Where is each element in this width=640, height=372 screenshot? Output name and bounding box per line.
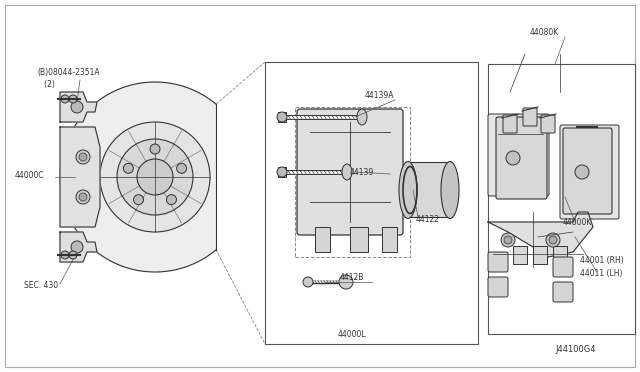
Polygon shape [278, 112, 286, 122]
Circle shape [575, 165, 589, 179]
Text: 44139: 44139 [350, 168, 374, 177]
Polygon shape [278, 167, 286, 177]
Ellipse shape [441, 161, 459, 218]
Text: 44080K: 44080K [530, 28, 559, 37]
Bar [350, 227, 368, 252]
Text: SEC. 430: SEC. 430 [24, 281, 58, 290]
Polygon shape [488, 212, 593, 257]
FancyBboxPatch shape [563, 128, 612, 214]
Text: J44100G4: J44100G4 [555, 345, 595, 354]
FancyBboxPatch shape [488, 252, 508, 272]
Circle shape [546, 233, 560, 247]
Circle shape [71, 101, 83, 113]
Text: (B)08044-2351A: (B)08044-2351A [37, 68, 100, 77]
Text: 44011 (LH): 44011 (LH) [580, 269, 623, 278]
Circle shape [61, 95, 69, 103]
Circle shape [124, 163, 133, 173]
Circle shape [71, 241, 83, 253]
Polygon shape [60, 127, 100, 227]
Text: 44000C: 44000C [15, 171, 45, 180]
Bar [295, 107, 410, 257]
Polygon shape [60, 82, 216, 272]
Ellipse shape [357, 109, 367, 125]
Text: (2): (2) [37, 80, 55, 89]
FancyBboxPatch shape [560, 125, 619, 219]
Bar [265, 62, 478, 344]
Circle shape [137, 159, 173, 195]
Circle shape [277, 167, 287, 177]
Circle shape [177, 163, 187, 173]
Polygon shape [60, 232, 97, 262]
Circle shape [549, 236, 557, 244]
Circle shape [339, 275, 353, 289]
FancyBboxPatch shape [297, 109, 403, 235]
Bar [315, 227, 330, 252]
Circle shape [506, 151, 520, 165]
Circle shape [303, 277, 313, 287]
Bar [408, 162, 450, 217]
Bar [382, 227, 397, 252]
FancyBboxPatch shape [541, 115, 555, 133]
FancyBboxPatch shape [553, 282, 573, 302]
Circle shape [76, 150, 90, 164]
Bar [513, 246, 527, 264]
Circle shape [166, 195, 177, 205]
Circle shape [69, 95, 77, 103]
Bar [488, 64, 635, 334]
Circle shape [79, 153, 87, 161]
Circle shape [134, 195, 143, 205]
Ellipse shape [342, 164, 352, 180]
FancyBboxPatch shape [553, 257, 573, 277]
FancyBboxPatch shape [496, 117, 547, 199]
Text: 4412B: 4412B [340, 273, 364, 282]
Circle shape [117, 139, 193, 215]
FancyBboxPatch shape [503, 115, 517, 133]
Circle shape [61, 251, 69, 259]
Text: 44000L: 44000L [338, 330, 367, 339]
Circle shape [79, 193, 87, 201]
Circle shape [100, 122, 210, 232]
Circle shape [504, 236, 512, 244]
Text: 44000K: 44000K [563, 218, 593, 227]
FancyBboxPatch shape [523, 108, 537, 126]
Circle shape [69, 251, 77, 259]
Text: 44139A: 44139A [365, 91, 394, 100]
Bar [533, 246, 547, 264]
Text: 44122: 44122 [416, 215, 440, 224]
FancyBboxPatch shape [488, 277, 508, 297]
Ellipse shape [399, 161, 417, 218]
FancyBboxPatch shape [488, 114, 549, 196]
Circle shape [277, 112, 287, 122]
Text: 44001 (RH): 44001 (RH) [580, 256, 624, 265]
Polygon shape [60, 92, 97, 122]
Circle shape [150, 144, 160, 154]
Circle shape [76, 190, 90, 204]
Bar [553, 246, 567, 264]
Circle shape [501, 233, 515, 247]
